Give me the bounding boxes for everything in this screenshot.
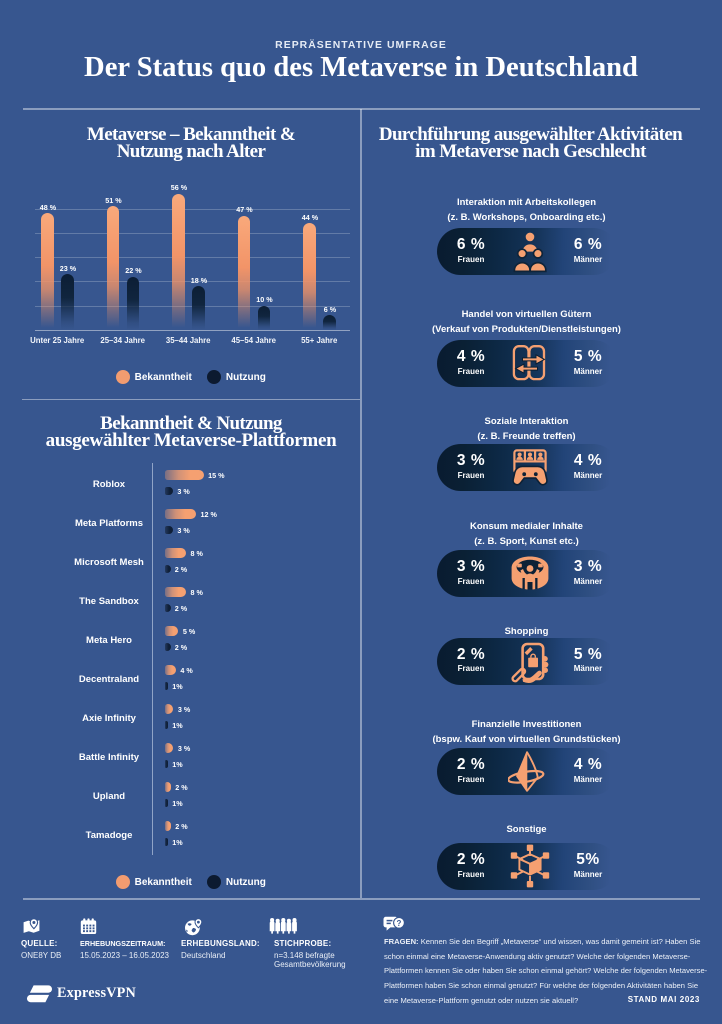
svg-text:?: ? <box>397 919 402 928</box>
